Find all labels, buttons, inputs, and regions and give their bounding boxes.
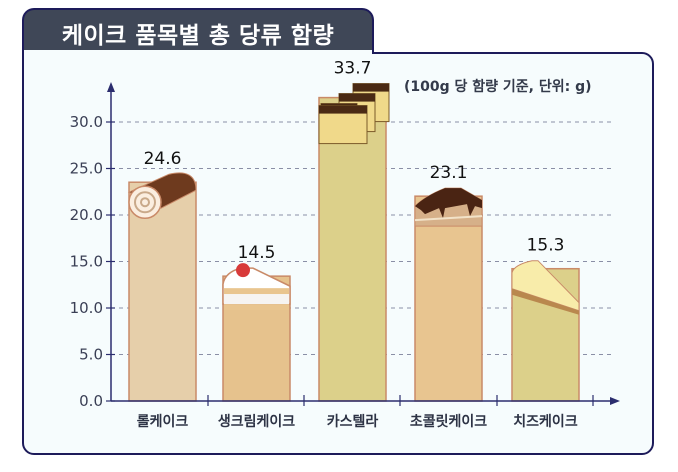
x-category-label: 치즈케이크 [513, 413, 578, 430]
x-category-label: 생크림케이크 [218, 413, 295, 430]
value-label: 23.1 [430, 163, 468, 183]
labels: 0.0 5.0 10.0 15.0 20.0 25.0 30.0 24.6 롤케이크 14.5 생크… [70, 59, 578, 430]
value-label: 15.3 [527, 236, 565, 256]
y-tick-label: 5.0 [79, 346, 103, 364]
bar-4 [511, 260, 580, 402]
bar-3 [414, 187, 483, 402]
y-tick-label: 0.0 [79, 392, 103, 410]
chart-title: 케이크 품목별 총 당류 함량 [61, 23, 335, 49]
x-axis-arrow-icon [610, 397, 620, 405]
value-label: 24.6 [144, 149, 182, 169]
x-category-label: 초콜릿케이크 [410, 413, 487, 430]
y-axis-arrow-icon [107, 82, 115, 92]
y-tick-label: 15.0 [70, 253, 103, 271]
x-category-label: 롤케이크 [137, 413, 189, 430]
unit-note: (100g 당 함량 기준, 단위: g) [404, 79, 592, 95]
axes [106, 82, 620, 406]
value-label: 14.5 [238, 243, 276, 263]
value-label: 33.7 [334, 59, 372, 79]
y-tick-label: 30.0 [70, 113, 103, 131]
y-tick-label: 10.0 [70, 299, 103, 317]
bar-1 [222, 263, 291, 402]
tab-joint [24, 50, 372, 56]
bar-0 [127, 172, 197, 402]
y-tick-label: 20.0 [70, 206, 103, 224]
y-tick-label: 25.0 [70, 160, 103, 178]
chart-title-tab: 케이크 품목별 총 당류 함량 [22, 8, 374, 54]
bar-2 [318, 83, 390, 402]
x-category-label: 카스텔라 [327, 414, 379, 430]
bars [127, 83, 580, 402]
